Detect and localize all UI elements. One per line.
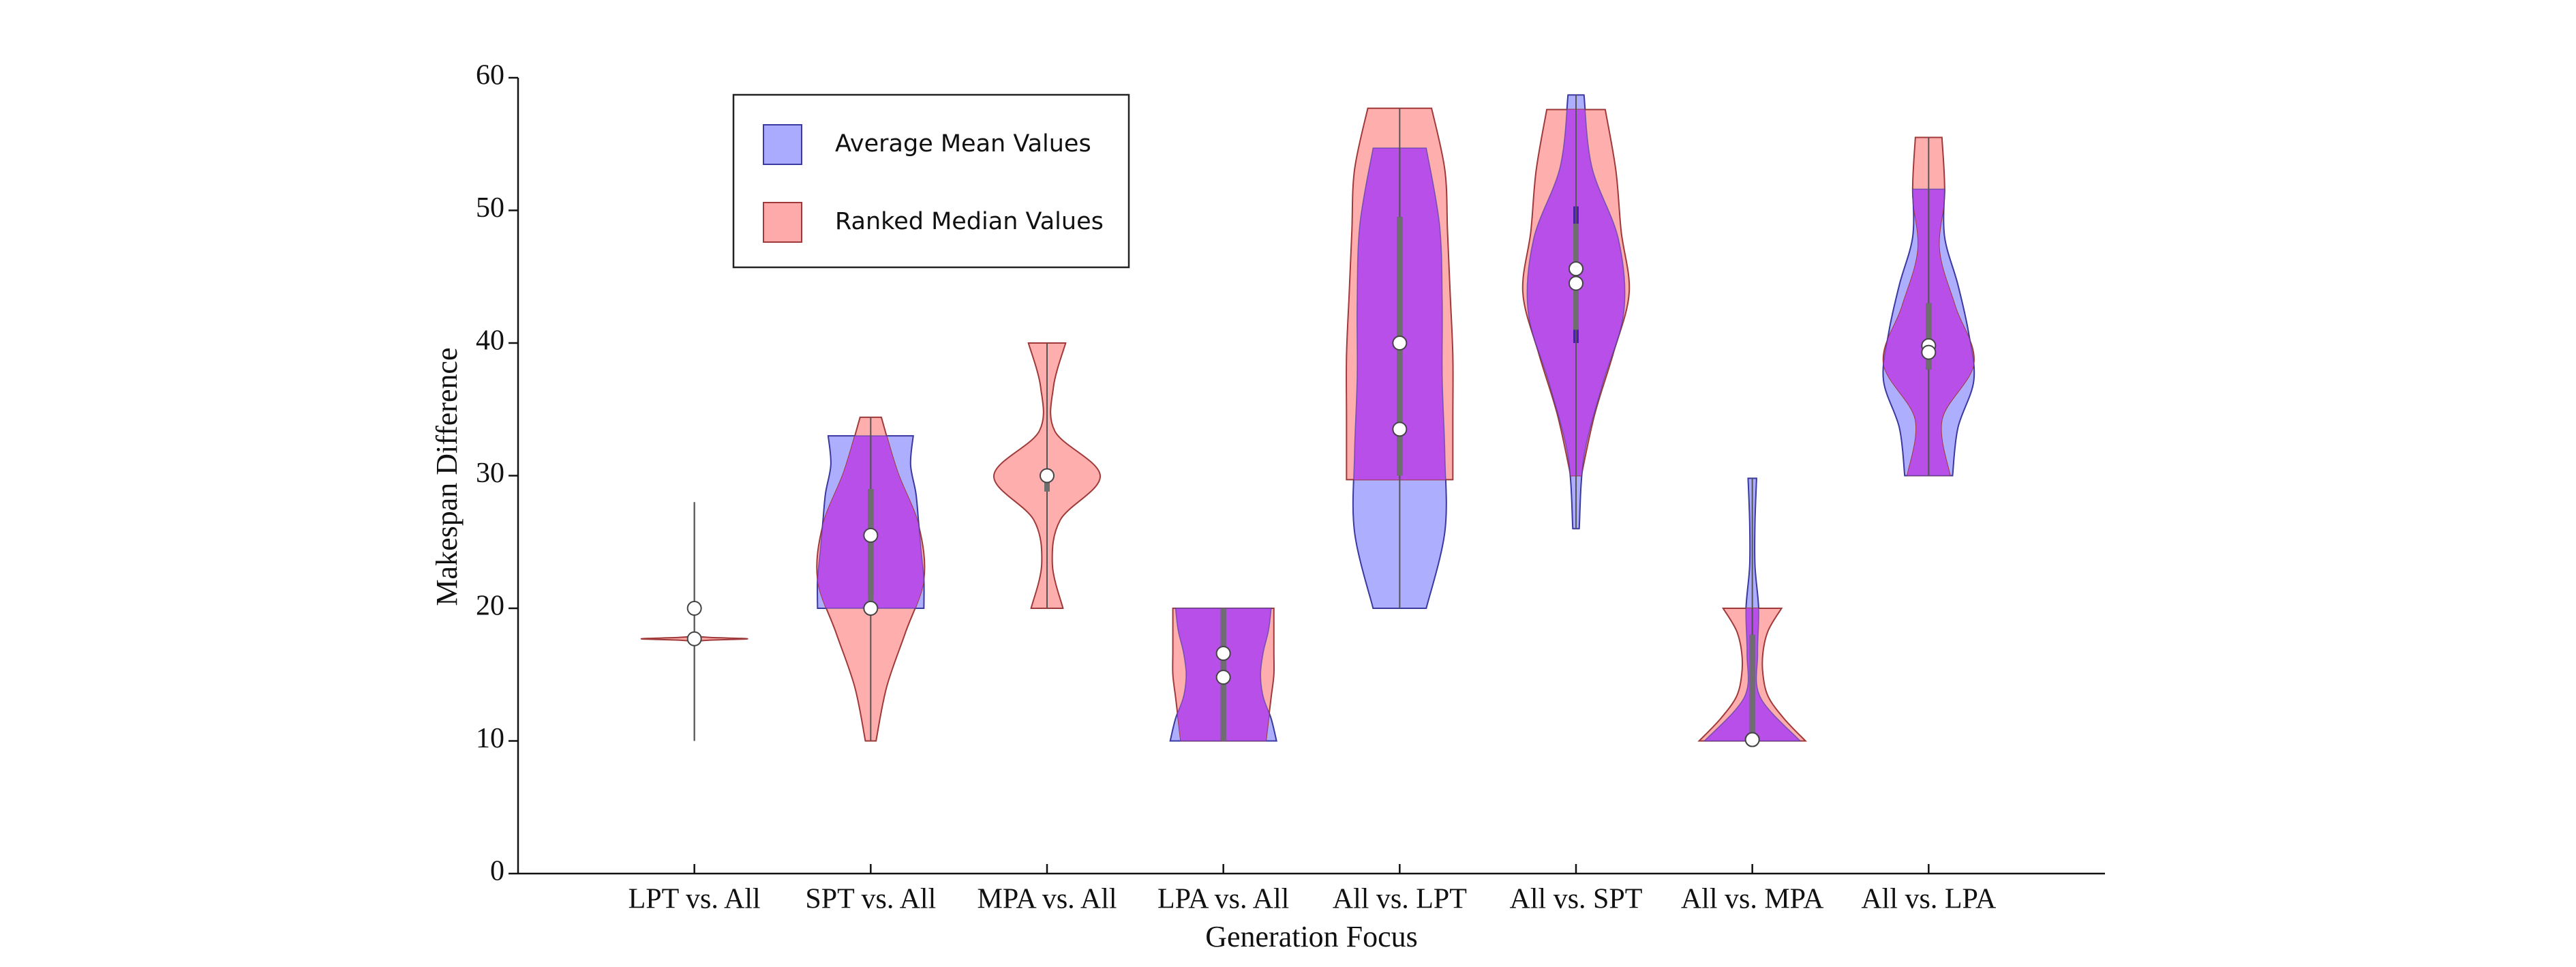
y-tick-label: 60 [476,60,504,91]
x-axis-label: Generation Focus [1205,920,1418,953]
median-dot [1569,261,1584,277]
median-dot [1569,276,1584,291]
violin-outline [1703,477,1802,742]
y-tick-label: 10 [476,723,504,754]
y-tick-label: 30 [476,458,504,489]
y-axis-label: Makespan Difference [430,347,464,606]
median-dot [1392,421,1408,437]
violin-outline [1169,608,1277,742]
legend-swatch [763,202,802,243]
median-dot [686,631,702,646]
x-tick-label: SPT vs. All [805,884,936,915]
median-dot [1921,344,1937,360]
median-dot [1744,732,1760,747]
median-dot [863,528,879,544]
legend-label: Ranked Median Values [835,208,1104,235]
x-tick-label: LPA vs. All [1157,884,1289,915]
median-dot [1392,336,1408,351]
x-tick-label: LPT vs. All [628,884,761,915]
x-tick-label: All vs. SPT [1510,884,1643,915]
median-dot [863,601,879,616]
x-tick-label: All vs. LPT [1333,884,1467,915]
median-dot [1040,468,1055,484]
median-dot [1215,670,1231,685]
violin-outline [1352,147,1447,609]
legend-swatch [763,124,802,165]
violin-outline [817,435,925,609]
violin-outline [1882,188,1975,477]
x-tick-label: All vs. LPA [1861,884,1997,915]
y-tick-label: 40 [476,325,504,357]
y-tick-label: 0 [490,856,504,887]
x-tick-label: MPA vs. All [977,884,1117,915]
x-tick-label: All vs. MPA [1681,884,1824,915]
violin-outline [1526,94,1626,530]
y-tick-label: 20 [476,591,504,622]
legend-label: Average Mean Values [835,130,1091,158]
median-dot [1215,646,1231,661]
y-tick-label: 50 [476,192,504,224]
median-dot [686,601,702,616]
